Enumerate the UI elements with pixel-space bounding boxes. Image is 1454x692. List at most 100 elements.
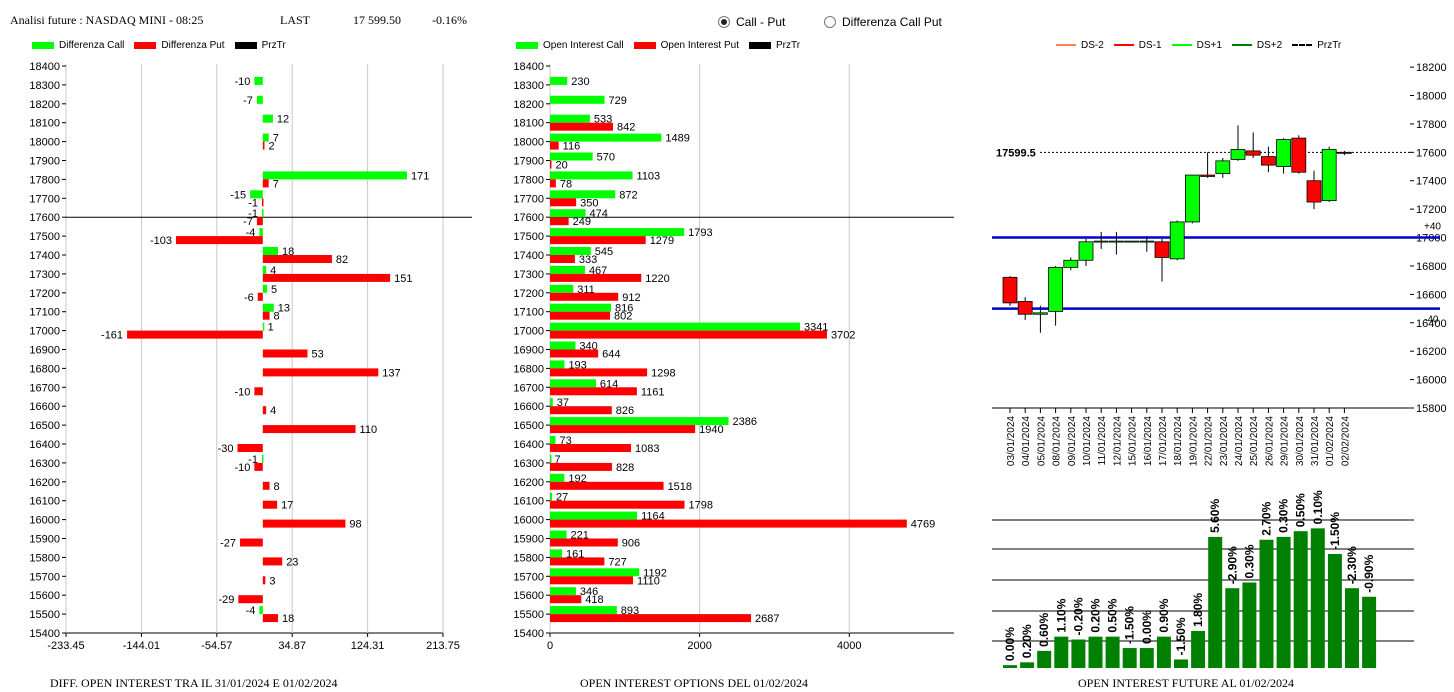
price-label: 17599.5 [996,147,1036,159]
data-label: 570 [597,152,615,164]
bar [550,190,616,199]
y-tick-label: 17400 [513,250,544,262]
y-tick-label: 16300 [29,458,60,470]
data-label: 5.60% [1208,499,1222,533]
x-tick-label: 0 [547,640,553,652]
bar [1105,636,1120,668]
data-label: 20 [555,160,567,172]
data-label: 2.70% [1260,501,1274,535]
y-tick-label: 16000 [513,515,544,527]
bar [262,247,278,255]
radio-call-put[interactable]: Call - Put [718,15,785,29]
bar [257,292,263,301]
last-label: LAST [280,13,310,27]
data-label: 8 [274,481,280,493]
y-tick-label: 17200 [29,288,60,300]
bar [1037,650,1052,668]
data-label: 1940 [699,424,723,436]
y-tick-label: 18200 [1416,62,1447,74]
y-tick-label: 17800 [513,174,544,186]
data-label: 1298 [651,367,675,379]
data-label: 0.00% [1140,610,1154,644]
bar [240,538,263,547]
bar [1259,539,1274,668]
data-label: 0.50% [1294,493,1308,527]
bar [550,436,556,444]
radio-circle-icon[interactable] [824,16,836,28]
bar [550,209,586,218]
y-tick-label: 17300 [29,269,60,281]
bar [550,198,577,207]
candle-body [1261,156,1276,166]
bar [1242,582,1257,668]
radio-circle-icon[interactable] [718,16,730,28]
radio-differenza-call-put[interactable]: Differenza Call Put [824,15,942,29]
y-tick-label: 16600 [513,401,544,413]
y-tick-label: 15900 [29,534,60,546]
bar [550,549,563,558]
data-label: 137 [382,367,400,379]
y-tick-label: 17100 [513,307,544,319]
y-tick-label: 18100 [513,118,544,130]
data-label: 0.90% [1157,598,1171,632]
data-label: -161 [101,330,123,342]
data-label: 1083 [635,443,659,455]
radio-differenza-label: Differenza Call Put [842,15,942,29]
data-label: 1798 [689,500,713,512]
data-label: 906 [622,538,640,550]
bar [1054,636,1069,668]
data-label: -0.90% [1362,554,1376,592]
y-tick-label: 17200 [513,288,544,300]
bar [1310,528,1325,668]
bar [262,425,356,434]
candle-body [1306,180,1322,203]
bar [550,530,567,539]
bar [1122,648,1137,668]
legend-swatch [516,41,538,49]
data-label: 4769 [911,519,935,531]
bar [550,303,612,312]
bar [1345,588,1359,668]
bar [254,387,263,396]
data-label: -10 [234,386,250,398]
bar [550,444,632,452]
legend-label: PrzTr [1317,39,1342,51]
bar [550,568,640,577]
bar [550,160,552,169]
legend-swatch [134,41,157,49]
data-label: -2.30% [1345,546,1359,584]
x-tick-label: 11/01/2024 [1097,416,1108,466]
x-tick-label: 213.75 [426,640,460,652]
bar [254,462,263,471]
bar [550,133,662,142]
data-label: 1110 [637,575,660,587]
data-label: 249 [573,216,591,228]
bar [550,492,553,501]
data-label: 2687 [755,613,779,625]
y-tick-label: 17500 [513,231,544,243]
legend-label: PrzTr [261,39,286,51]
y-tick-label: 16100 [513,496,544,508]
legend-item: Open Interest Put [633,40,739,51]
data-label: 78 [560,178,572,190]
data-label: 333 [579,254,597,266]
y-tick-label: 17600 [513,212,544,224]
bar [550,265,585,274]
data-label: -1 [248,208,258,220]
data-label: 1161 [641,386,665,398]
data-label: -6 [244,292,254,304]
y-tick-label: 17400 [29,250,60,262]
x-tick-label: 2000 [687,640,711,652]
y-tick-label: 17000 [29,326,60,338]
data-label: 82 [336,254,348,266]
data-label: 8 [274,311,280,323]
y-tick-label: 17100 [29,307,60,319]
caption-diff: DIFF. OPEN INTEREST TRA IL 31/01/2024 E … [50,676,338,690]
data-label: 729 [609,95,627,107]
data-label: 0.50% [1106,598,1120,632]
bar [550,519,907,528]
y-tick-label: 17300 [513,269,544,281]
data-label: 4 [270,405,276,417]
